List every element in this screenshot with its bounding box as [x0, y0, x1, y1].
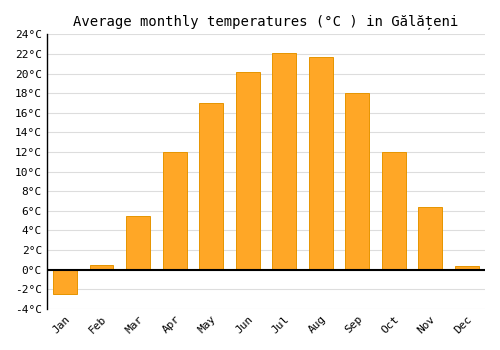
Bar: [200, 103, 223, 270]
Bar: [272, 53, 296, 270]
Bar: [163, 152, 186, 270]
Title: Average monthly temperatures (°C ) in Gălățeni: Average monthly temperatures (°C ) in Gă…: [74, 15, 458, 30]
Bar: [455, 266, 478, 270]
Bar: [90, 265, 114, 270]
Bar: [54, 270, 77, 294]
Bar: [309, 57, 332, 270]
Bar: [418, 207, 442, 270]
Bar: [346, 93, 369, 270]
Bar: [236, 72, 260, 270]
Bar: [126, 216, 150, 270]
Bar: [382, 152, 406, 270]
